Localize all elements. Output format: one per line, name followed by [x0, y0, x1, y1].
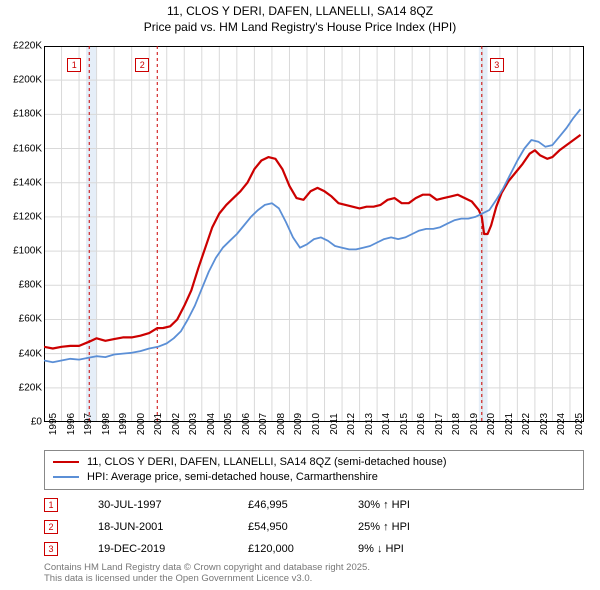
x-tick-label: 2012: [346, 413, 357, 435]
x-tick-label: 2018: [451, 413, 462, 435]
footer-note: Contains HM Land Registry data © Crown c…: [44, 562, 370, 585]
x-tick-label: 2007: [258, 413, 269, 435]
x-tick-label: 2017: [434, 413, 445, 435]
marker-table: 1 30-JUL-1997£46,99530% ↑ HPI 2 18-JUN-2001…: [44, 494, 584, 560]
marker-price: £54,950: [248, 521, 358, 533]
legend-swatch-red: [53, 461, 79, 463]
y-tick-label: £140K: [2, 177, 42, 188]
x-tick-label: 2005: [223, 413, 234, 435]
x-tick-label: 2021: [504, 413, 515, 435]
legend-label-red: 11, CLOS Y DERI, DAFEN, LLANELLI, SA14 8…: [87, 455, 447, 470]
x-tick-label: 2024: [556, 413, 567, 435]
x-tick-label: 1995: [48, 413, 59, 435]
x-tick-label: 2025: [574, 413, 585, 435]
x-tick-label: 2016: [416, 413, 427, 435]
y-tick-label: £20K: [2, 382, 42, 393]
marker-row: 3 19-DEC-2019£120,0009% ↓ HPI: [44, 538, 584, 560]
legend-row-red: 11, CLOS Y DERI, DAFEN, LLANELLI, SA14 8…: [53, 455, 575, 470]
x-tick-label: 2000: [136, 413, 147, 435]
y-tick-label: £220K: [2, 41, 42, 52]
legend-row-blue: HPI: Average price, semi-detached house,…: [53, 470, 575, 485]
marker-number-box: 1: [44, 498, 58, 512]
y-tick-label: £120K: [2, 211, 42, 222]
chart-title: 11, CLOS Y DERI, DAFEN, LLANELLI, SA14 8…: [0, 0, 600, 35]
marker-date: 18-JUN-2001: [98, 521, 248, 533]
y-tick-label: £100K: [2, 246, 42, 257]
chart-marker-3: 3: [490, 58, 504, 72]
marker-row: 2 18-JUN-2001£54,95025% ↑ HPI: [44, 516, 584, 538]
x-tick-label: 1998: [101, 413, 112, 435]
marker-pct: 9% ↓ HPI: [358, 543, 478, 555]
legend-label-blue: HPI: Average price, semi-detached house,…: [87, 470, 378, 485]
footer-line-2: This data is licensed under the Open Gov…: [44, 573, 370, 584]
marker-row: 1 30-JUL-1997£46,99530% ↑ HPI: [44, 494, 584, 516]
x-tick-label: 2004: [206, 413, 217, 435]
marker-pct: 25% ↑ HPI: [358, 521, 478, 533]
marker-number-box: 2: [44, 520, 58, 534]
footer-line-1: Contains HM Land Registry data © Crown c…: [44, 562, 370, 573]
x-tick-label: 2011: [329, 413, 340, 435]
title-line-2: Price paid vs. HM Land Registry's House …: [0, 20, 600, 36]
y-tick-label: £160K: [2, 143, 42, 154]
x-tick-label: 2013: [364, 413, 375, 435]
chart-svg: [44, 46, 584, 422]
y-tick-label: £200K: [2, 75, 42, 86]
y-tick-label: £0: [2, 417, 42, 428]
chart-plot-area: [44, 46, 584, 422]
y-tick-label: £40K: [2, 348, 42, 359]
x-tick-label: 2014: [381, 413, 392, 435]
x-tick-label: 2001: [153, 413, 164, 435]
x-tick-label: 2009: [293, 413, 304, 435]
x-tick-label: 2002: [171, 413, 182, 435]
chart-marker-2: 2: [135, 58, 149, 72]
x-tick-label: 2006: [241, 413, 252, 435]
legend: 11, CLOS Y DERI, DAFEN, LLANELLI, SA14 8…: [44, 450, 584, 490]
x-tick-label: 2015: [399, 413, 410, 435]
marker-date: 19-DEC-2019: [98, 543, 248, 555]
x-tick-label: 2003: [188, 413, 199, 435]
x-tick-label: 1997: [83, 413, 94, 435]
y-tick-label: £180K: [2, 109, 42, 120]
x-tick-label: 1999: [118, 413, 129, 435]
marker-number-box: 3: [44, 542, 58, 556]
x-tick-label: 2008: [276, 413, 287, 435]
y-tick-label: £80K: [2, 280, 42, 291]
x-tick-label: 2019: [469, 413, 480, 435]
title-line-1: 11, CLOS Y DERI, DAFEN, LLANELLI, SA14 8…: [0, 4, 600, 20]
x-tick-label: 2010: [311, 413, 322, 435]
chart-marker-1: 1: [67, 58, 81, 72]
marker-date: 30-JUL-1997: [98, 499, 248, 511]
y-tick-label: £60K: [2, 314, 42, 325]
legend-swatch-blue: [53, 476, 79, 478]
x-tick-label: 2022: [521, 413, 532, 435]
marker-price: £46,995: [248, 499, 358, 511]
x-tick-label: 2020: [486, 413, 497, 435]
marker-pct: 30% ↑ HPI: [358, 499, 478, 511]
marker-price: £120,000: [248, 543, 358, 555]
x-tick-label: 2023: [539, 413, 550, 435]
x-tick-label: 1996: [66, 413, 77, 435]
